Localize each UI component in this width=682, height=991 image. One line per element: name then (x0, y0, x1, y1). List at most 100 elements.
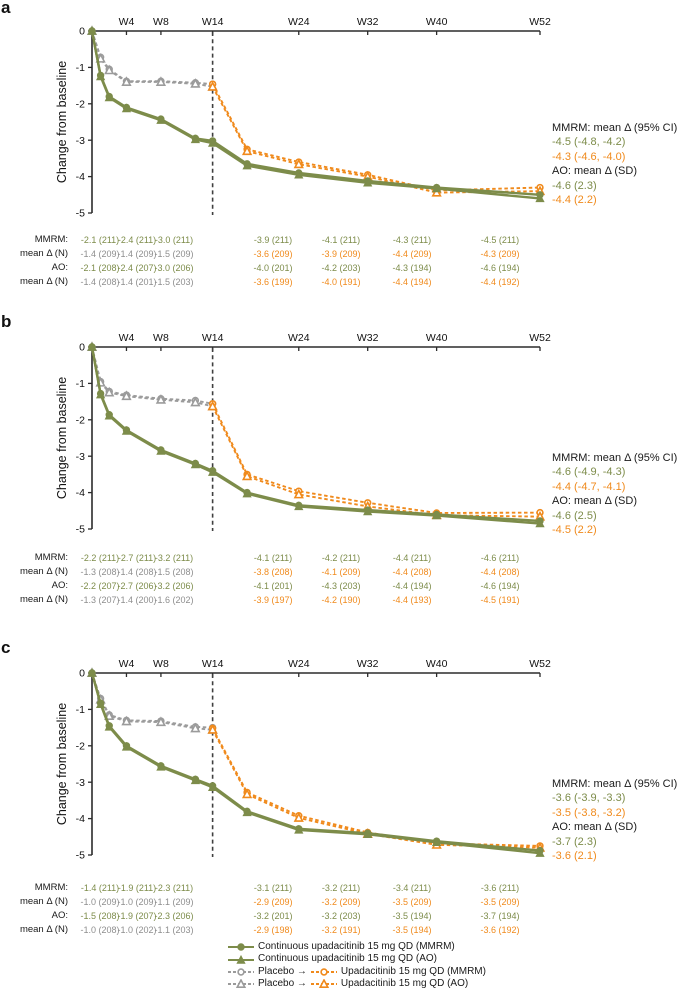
table-row: mean Δ (N) -1.0 (209) -1.0 (209) -1.1 (209)… (0, 895, 682, 909)
table-cell: -1.5 (208) (154, 567, 194, 577)
mmrm-ci-upadacitinib: -3.6 (-3.9, -3.3) (552, 792, 626, 805)
x-tick-label: W4 (119, 16, 135, 28)
panel-a-annotation: MMRM: mean Δ (95% CI) -4.5 (-4.8, -4.2) … (552, 121, 682, 207)
table-cell: -4.4 (193) (392, 595, 432, 605)
y-tick-label: -2 (76, 98, 85, 110)
table-cell: -4.5 (211) (480, 235, 520, 245)
table-cell: -3.0 (211) (154, 235, 194, 245)
data-point-triangle (87, 667, 97, 677)
data-point-triangle (87, 341, 97, 351)
data-point-triangle (104, 410, 114, 420)
mmrm-ci-upadacitinib: -4.6 (-4.9, -4.3) (552, 466, 626, 479)
table-cell: -4.6 (194) (480, 263, 520, 273)
table-row: mean Δ (N) -1.3 (207) -1.4 (200) -1.6 (202)… (0, 593, 682, 607)
table-cell: -2.3 (206) (154, 911, 194, 921)
data-point-triangle (156, 761, 166, 771)
table-cell: -1.4 (201) (117, 277, 157, 287)
table-cell: -1.4 (211) (80, 883, 120, 893)
ao-header: AO: mean Δ (SD) (552, 495, 637, 508)
table-cell: -4.2 (203) (321, 263, 361, 273)
data-point-triangle (95, 71, 106, 81)
panel-a-data-table: MMRM: -2.1 (211) -2.4 (211) -3.0 (211) -3.9 … (0, 233, 682, 293)
data-point-triangle (242, 160, 252, 170)
table-row-label: AO: (51, 910, 68, 921)
table-row: MMRM: -2.2 (211) -2.7 (211) -3.2 (211) -4.1 … (0, 551, 682, 565)
table-cell: -4.0 (191) (321, 277, 361, 287)
series-line (211, 86, 541, 194)
table-cell: -4.1 (201) (253, 581, 293, 591)
x-tick-label: W40 (426, 16, 448, 28)
data-point-triangle (121, 426, 132, 435)
y-tick-label: -3 (76, 777, 85, 789)
series-line (90, 346, 541, 525)
panel-b-data-table: MMRM: -2.2 (211) -2.7 (211) -3.2 (211) -4.1 … (0, 551, 682, 611)
series-line (90, 346, 541, 523)
data-point-triangle (190, 775, 201, 785)
data-point-triangle (241, 788, 253, 799)
table-row: mean Δ (N) -1.3 (208) -1.4 (208) -1.5 (208)… (0, 565, 682, 579)
series-line (91, 30, 213, 88)
table-cell: -4.4 (194) (392, 581, 432, 591)
data-point-triangle (293, 488, 304, 499)
table-row: mean Δ (N) -1.4 (208) -1.4 (201) -1.5 (203)… (0, 275, 682, 289)
data-point-triangle (104, 721, 114, 731)
data-point-triangle (95, 699, 106, 709)
table-cell: -3.7 (194) (480, 911, 520, 921)
data-point-triangle (190, 459, 201, 469)
y-tick-label: -1 (76, 378, 85, 390)
data-point-triangle (104, 386, 115, 397)
table-cell: -4.4 (211) (392, 553, 432, 563)
table-cell: -1.0 (208) (80, 925, 120, 935)
x-tick-label: W40 (426, 658, 448, 670)
table-row-label: mean Δ (N) (19, 276, 68, 287)
table-cell: -4.4 (208) (480, 567, 520, 577)
panel-c-label: c (1, 638, 11, 657)
table-cell: -1.4 (208) (80, 277, 120, 287)
table-cell: -3.2 (209) (321, 897, 361, 907)
table-cell: -2.1 (208) (80, 263, 120, 273)
table-cell: -1.0 (209) (117, 897, 157, 907)
table-cell: -1.9 (207) (117, 911, 157, 921)
data-point-triangle (294, 501, 304, 511)
data-point-triangle (236, 954, 246, 964)
table-row-label: mean Δ (N) (19, 566, 68, 577)
data-point-triangle (190, 396, 201, 407)
table-row: MMRM: -1.4 (211) -1.9 (211) -2.3 (211) -3.1 … (0, 881, 682, 895)
data-point-triangle (156, 446, 166, 455)
data-point-triangle (190, 134, 201, 144)
legend-sample-gray-circle (228, 968, 254, 976)
data-point-triangle (104, 92, 114, 102)
table-row-label: mean Δ (N) (19, 896, 68, 907)
data-point-circle (237, 943, 245, 951)
mmrm-ci-switch: -4.4 (-4.7, -4.1) (552, 480, 626, 493)
x-tick-label: W32 (357, 658, 379, 670)
table-cell: -2.2 (211) (80, 553, 120, 563)
ao-sd-upadacitinib: -3.7 (2.3) (552, 835, 597, 848)
data-point-triangle (294, 824, 304, 834)
legend-row: Continuous upadacitinib 15 mg QD (MMRM) (227, 941, 486, 953)
y-tick-label: -3 (76, 135, 85, 147)
legend-sample-green-circle (228, 943, 254, 951)
legend-row: Placebo → Upadacitinib 15 mg QD (AO) (227, 978, 486, 990)
table-cell: -4.1 (209) (321, 567, 361, 577)
x-tick-label: W8 (153, 332, 169, 344)
table-cell: -1.0 (209) (80, 897, 120, 907)
data-point-triangle (87, 25, 97, 35)
data-point-triangle (535, 518, 545, 528)
x-tick-label: W8 (153, 16, 169, 28)
table-cell: -3.2 (201) (253, 911, 293, 921)
table-cell: -3.9 (209) (321, 249, 361, 259)
data-point-triangle (535, 848, 545, 857)
legend-row: Placebo → Upadacitinib 15 mg QD (MMRM) (227, 966, 486, 978)
data-point-triangle (190, 722, 201, 733)
table-cell: -4.5 (191) (480, 595, 520, 605)
data-point-triangle (104, 64, 115, 75)
data-point-triangle (207, 400, 218, 411)
table-cell: -4.4 (194) (392, 277, 432, 287)
x-tick-label: W40 (426, 332, 448, 344)
x-tick-label: W24 (288, 658, 310, 670)
y-axis-label: Change from baseline (55, 377, 69, 499)
series-line (91, 672, 213, 731)
series-line (211, 729, 541, 849)
x-tick-label: W32 (357, 16, 379, 28)
